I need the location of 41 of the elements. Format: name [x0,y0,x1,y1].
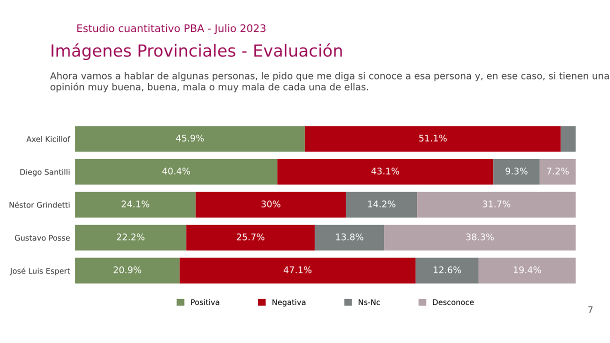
data-label: 51.1% [419,134,447,142]
data-label: 19.4% [514,266,542,274]
bar [75,224,186,251]
data-label: 38.3% [466,233,494,240]
data-label: 14.2% [368,200,396,208]
data-label: 7.2% [547,168,569,174]
data-label: 43.1% [371,168,400,174]
data-label: 9.3% [506,168,528,174]
bar [560,126,576,152]
bar [304,126,561,152]
data-label: 13.8% [336,233,364,240]
bar [75,126,305,152]
data-label: 25.7% [236,233,264,240]
bar [540,159,576,185]
bar [493,159,540,185]
data-label: 45.9% [176,134,204,142]
data-label: 30% [262,200,280,208]
data-label: 24.1% [122,200,150,208]
bar [478,258,576,284]
bar [186,224,315,251]
data-label: 31.7% [482,200,510,208]
data-label: 22.2% [116,233,144,240]
bar [416,258,479,284]
bar [180,258,416,284]
bar [314,224,384,251]
bar [75,192,196,218]
chart-title: Imágenes Provinciales - Evaluación [52,43,342,60]
bar [75,258,180,284]
data-label: 40.4% [162,168,190,174]
bar [277,159,494,185]
bar [196,192,346,218]
bar [346,192,418,218]
data-label: 12.6% [434,266,461,274]
bar [417,192,576,218]
text: Estudio cuantitativo PBA - Julio 2023 [77,24,266,34]
bar [75,159,278,185]
data-label: 47.1% [284,266,312,274]
chart-subtitle: Ahora vamos a hablar de algunas personas, le pido que me diga si conoce a esa persona y, en ese caso, si tienen una opinión muy buena, buena, mala o muy mala de cada una de ellas. [50,72,609,92]
bar [384,224,576,251]
text: 7 [588,306,593,313]
data-label: 20.9% [114,266,142,274]
